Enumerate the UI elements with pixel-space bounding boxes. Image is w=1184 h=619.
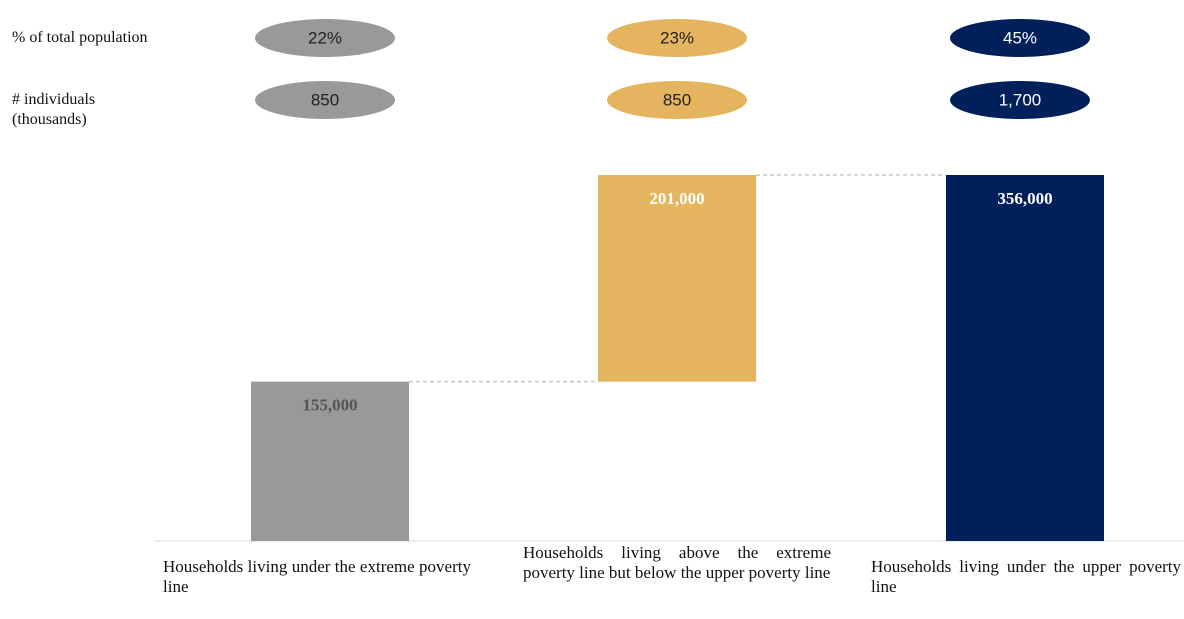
row-label: # individuals (thousands) xyxy=(12,91,96,128)
pill xyxy=(255,81,395,119)
pill xyxy=(607,19,747,57)
bar xyxy=(946,175,1104,541)
pill-label: 22% xyxy=(308,28,342,47)
category-label: Households living under the extreme pove… xyxy=(163,557,471,596)
bar xyxy=(598,175,756,382)
pill-label: 45% xyxy=(1003,28,1037,47)
value-label: 356,000 xyxy=(997,189,1052,208)
row-label: % of total population xyxy=(12,29,148,46)
pill-label: 23% xyxy=(660,28,694,47)
bar xyxy=(251,381,409,541)
category-label: Households living under the upper povert… xyxy=(871,557,1181,596)
pill-label: 1,700 xyxy=(999,90,1042,109)
value-label: 201,000 xyxy=(649,189,704,208)
pill xyxy=(255,19,395,57)
value-label: 155,000 xyxy=(302,396,357,415)
pill xyxy=(950,19,1090,57)
category-label: Households living above the extreme pove… xyxy=(523,543,831,582)
pill xyxy=(607,81,747,119)
pill-label: 850 xyxy=(311,90,339,109)
pill xyxy=(950,81,1090,119)
pill-label: 850 xyxy=(663,90,691,109)
